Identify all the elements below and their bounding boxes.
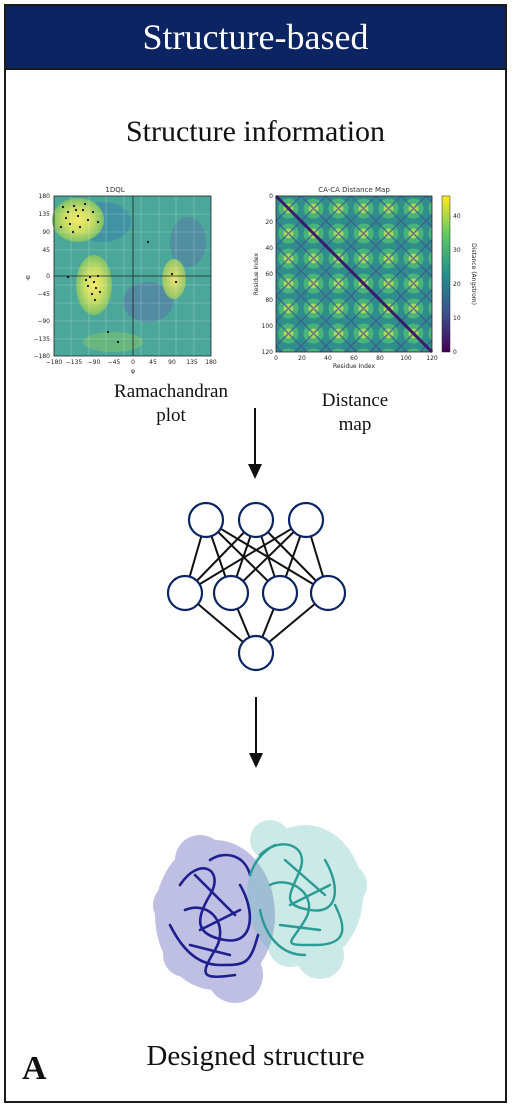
rama-ytick: −135 <box>34 336 51 343</box>
rama-ylabel: ψ <box>26 274 30 281</box>
section-title: Structure information <box>125 115 386 148</box>
panel-frame <box>4 4 507 1103</box>
output-node <box>237 634 275 672</box>
dist-xtick: 120 <box>426 355 438 362</box>
rama-xtick: −180 <box>46 359 63 366</box>
dist-ytick: 80 <box>265 297 273 304</box>
ramachandran-plot: 1DQL 180 135 90 45 0 −45 −90 − <box>26 186 217 375</box>
rama-ytick: −45 <box>37 291 50 298</box>
hidden-node <box>166 574 204 612</box>
dist-ytick: 100 <box>262 323 274 330</box>
dist-ytick: 120 <box>262 349 274 356</box>
hidden-node <box>261 574 299 612</box>
colorbar-tick: 0 <box>453 349 457 356</box>
neural-network-icon <box>166 501 347 672</box>
input-node <box>187 501 225 539</box>
ramachandran-caption-line2: plot <box>156 404 186 426</box>
protein-structure-image <box>153 820 367 1003</box>
dist-ylabel: Residue Index <box>253 253 260 296</box>
rama-xtick: 45 <box>149 359 157 366</box>
dist-xtick: 100 <box>400 355 412 362</box>
designed-structure-title: Designed structure <box>146 1040 365 1072</box>
distance-caption-line2: map <box>338 413 372 435</box>
hidden-node <box>212 574 250 612</box>
rama-xtick: −135 <box>66 359 83 366</box>
colorbar-tick: 40 <box>453 213 461 220</box>
chain-a-ribbon <box>168 853 260 979</box>
dist-xtick: 0 <box>274 355 278 362</box>
rama-xlabel: φ <box>131 368 135 375</box>
ramachandran-caption-line1: Ramachandran <box>114 381 228 402</box>
rama-ytick: 180 <box>39 193 51 200</box>
dist-ytick: 20 <box>265 219 273 226</box>
network-connections <box>184 519 329 654</box>
flow-arrow-down <box>249 697 263 768</box>
distance-caption-line1: Distance <box>321 390 389 411</box>
panel-header: Structure-based <box>4 4 507 70</box>
rama-ytick: 0 <box>46 273 50 280</box>
colorbar-label: Distance (Angstrom) <box>470 243 477 305</box>
rama-xtick: −90 <box>88 359 101 366</box>
input-node <box>287 501 325 539</box>
rama-ytick: −180 <box>34 353 51 360</box>
dist-xtick: 60 <box>350 355 358 362</box>
rama-xtick: 180 <box>205 359 217 366</box>
rama-xtick: 0 <box>131 359 135 366</box>
distance-caption: Distance map <box>295 389 415 437</box>
colorbar-tick: 30 <box>453 247 461 254</box>
input-node <box>237 501 275 539</box>
dist-ytick: 60 <box>265 271 273 278</box>
dist-ytick: 0 <box>269 193 273 200</box>
dist-xtick: 20 <box>298 355 306 362</box>
distance-map-title: CA-CA Distance Map <box>318 186 390 194</box>
rama-ytick: 45 <box>42 247 50 254</box>
colorbar-tick: 20 <box>453 281 461 288</box>
dist-xlabel: Residue Index <box>333 363 376 370</box>
rama-xtick: −45 <box>108 359 121 366</box>
rama-ytick: 135 <box>39 211 51 218</box>
distance-colorbar <box>441 195 451 353</box>
distance-map-plot: CA-CA Distance Map 0 20 40 60 80 100 120… <box>253 186 477 370</box>
dist-xtick: 80 <box>376 355 384 362</box>
flow-arrow-down <box>248 408 262 479</box>
dist-xtick: 40 <box>324 355 332 362</box>
ramachandran-caption: Ramachandran plot <box>96 380 246 428</box>
dist-ytick: 40 <box>265 245 273 252</box>
rama-xtick: 90 <box>168 359 176 366</box>
colorbar-tick: 10 <box>453 315 461 322</box>
rama-xtick: 135 <box>186 359 198 366</box>
rama-ytick: −90 <box>37 318 50 325</box>
rama-ytick: 90 <box>42 229 50 236</box>
ramachandran-title: 1DQL <box>105 186 124 194</box>
chain-b-ribbon <box>248 843 344 957</box>
panel-letter: A <box>22 1050 47 1087</box>
hidden-node <box>309 574 347 612</box>
